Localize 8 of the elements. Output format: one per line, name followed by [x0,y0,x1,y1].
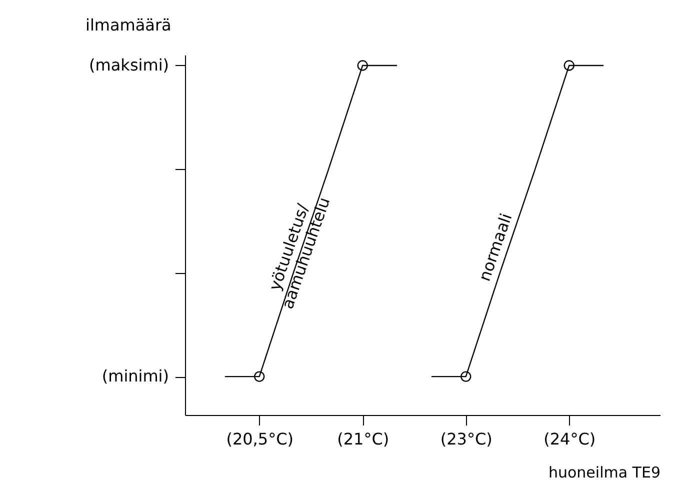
text: (minimi) [102,366,169,386]
text: (maksimi) [89,55,169,74]
x-axis-title: huoneilma TE9 [548,464,660,482]
x-tick-label: (23°C) [440,430,492,448]
x-tick-label: (20,5°C) [226,430,294,448]
x-tick-label: (21°C) [337,430,390,448]
y-axis-title: ilmamäärä [86,16,172,34]
x-tick-label: (24°C) [544,430,596,448]
